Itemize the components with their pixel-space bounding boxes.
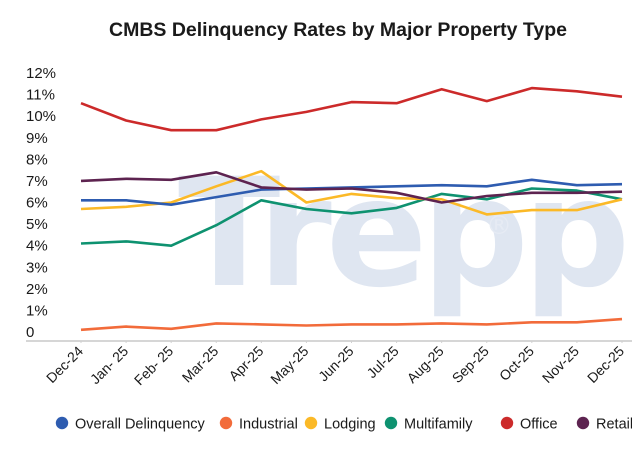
y-tick-label: 7% [26,173,48,190]
x-tick-label: Feb- 25 [131,343,177,389]
legend-item: Overall Delinquency [55,416,206,433]
y-tick-label: 2% [26,281,48,298]
y-tick-label: 4% [26,238,48,255]
series-line-retail [80,171,623,204]
x-tick-label: Oct-25 [496,343,537,384]
x-tick-label: Nov-25 [539,343,582,386]
x-tick-label: Jan- 25 [87,343,131,387]
x-tick-label: Dec-25 [584,343,627,386]
y-tick-label: 3% [26,259,48,276]
series-line-multifamily [80,187,623,247]
legend-marker [384,416,398,430]
y-tick-label: 0 [26,324,34,341]
legend-label: Lodging [324,417,376,433]
x-tick-label: Mar-25 [179,343,222,386]
registered-mark: ® [486,211,512,241]
legend-label: Retail [596,417,632,433]
x-tick-label: Jul-25 [363,343,401,381]
y-tick-label: 11% [26,87,55,104]
y-axis: 0 1% 2% 3% 4% 5% 6% 7% 8% 9% 10% 11% 12% [26,65,56,341]
series-line-industrial [80,317,623,332]
x-tick-label: Dec-24 [43,343,86,386]
y-tick-label: 10% [26,108,56,125]
series-lines [80,86,623,332]
legend-label: Industrial [239,417,298,433]
x-axis: Dec-24 Jan- 25 Feb- 25 Mar-25 Apr-25 May-25 Ju… [43,341,627,388]
legend-item: Office [500,416,558,433]
series-line-lodging [80,169,623,216]
legend-item: Multifamily [384,416,473,433]
chart-title: CMBS Delinquency Rates by Major Property… [109,19,567,41]
x-tick-label: Sep-25 [449,343,492,386]
legend-marker [576,416,590,430]
x-tick-label: Aug-25 [404,343,447,386]
y-tick-label: 5% [26,216,48,233]
legend-item: Lodging [304,416,376,433]
trepp-watermark: Trepp ® [178,147,630,321]
y-tick-label: 1% [26,302,48,319]
series-line-office [80,86,623,132]
y-tick-label: 9% [26,130,48,147]
legend-label: Office [520,417,558,433]
legend-item: Retail [576,416,632,433]
legend-marker [500,416,514,430]
y-tick-label: 6% [26,195,48,212]
y-tick-label: 8% [26,151,48,168]
y-tick-label: 12% [26,65,56,82]
legend-label: Multifamily [404,417,473,433]
legend-marker [219,416,233,430]
legend-label: Overall Delinquency [75,417,206,433]
x-tick-label: Apr-25 [225,343,266,384]
legend: Overall Delinquency Industrial Lodging Mult… [55,416,632,433]
legend-item: Industrial [219,416,298,433]
x-tick-label: Jun-25 [315,343,357,385]
x-tick-label: May-25 [267,343,311,387]
watermark-text: Trepp [178,147,624,321]
legend-marker [304,416,318,430]
legend-marker [55,416,69,430]
